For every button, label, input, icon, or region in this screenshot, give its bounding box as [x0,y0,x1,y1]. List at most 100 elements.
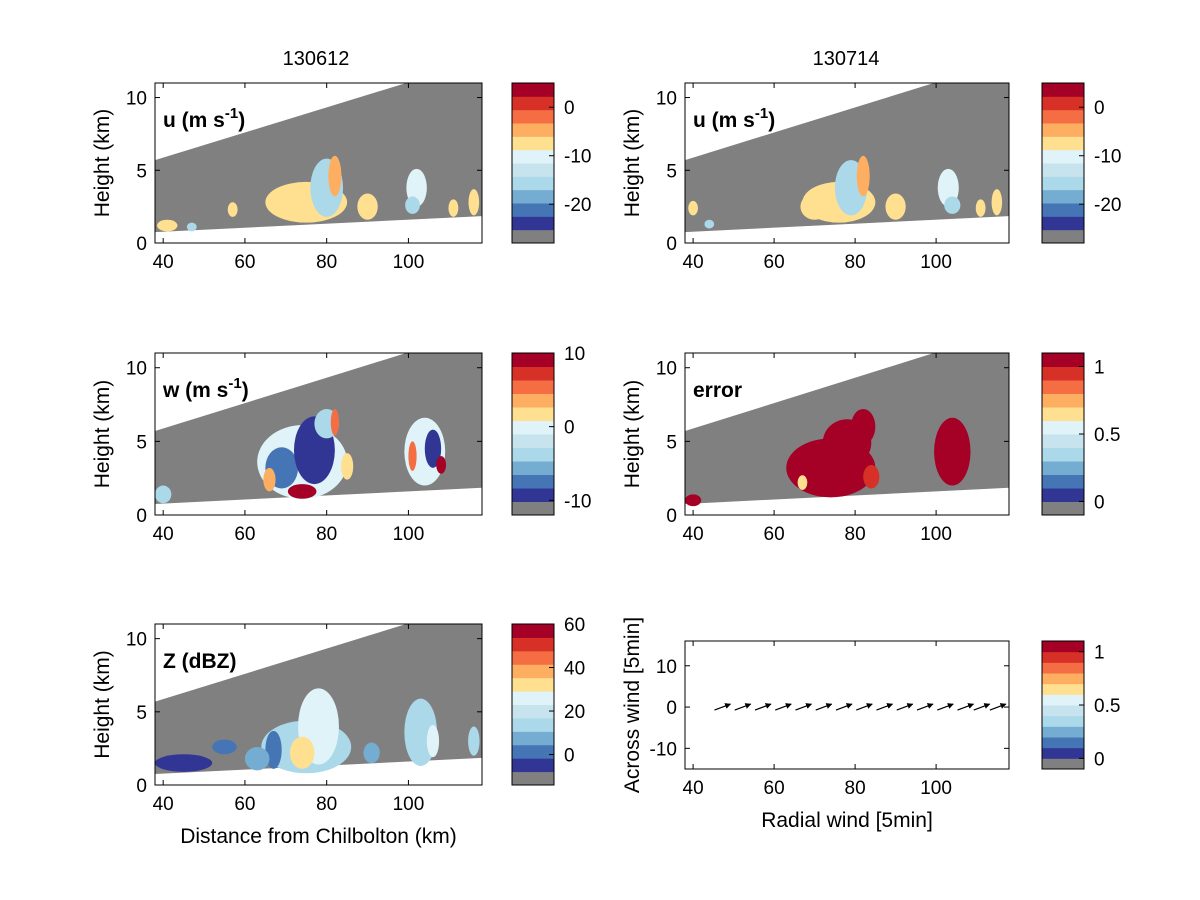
colorbar-segment [1042,109,1084,124]
colorbar-segment [1042,136,1084,151]
wind-vector [937,703,954,711]
colorbar-segment [1042,380,1084,394]
colorbar-segment [1042,715,1084,727]
y-tick-label: 5 [666,432,677,453]
y-tick-label: 0 [136,234,147,255]
colorbar-segment [512,380,554,394]
x-tick-label: 60 [234,252,255,273]
colorbar-segment [1042,96,1084,111]
colorbar-tick-label: 40 [564,659,585,680]
echo-cell [363,742,380,764]
wind-vector [734,703,752,711]
colorbar-segment [1042,123,1084,137]
colorbar-segment [512,353,554,367]
colorbar-segment [1042,189,1084,204]
colorbar-tick-label: 0 [564,418,575,439]
y-tick-label: -10 [650,739,677,760]
echo-cell [991,189,1003,216]
colorbar-segment [512,758,554,773]
x-tick-label: 80 [316,794,337,815]
panel-label-sup: -1 [228,375,241,392]
y-tick-label: 5 [666,161,677,182]
panel-label-end: ) [768,109,775,132]
colorbar-tick-label: 0.5 [1094,425,1120,446]
y-tick-label: 10 [126,89,147,110]
panel-error-130714: error 40 60 80 100 0 5 10 Height (km) 1 0.5 0 [621,352,1120,545]
y-tick-label: 5 [136,703,147,724]
colorbar-segment [512,96,554,111]
axes-frame [154,82,483,244]
colorbar-segment [1042,747,1084,759]
echo-cell [186,222,197,232]
colorbar-segment [1042,83,1084,97]
wind-vector [896,703,914,711]
colorbar-segment [512,704,554,719]
y-tick-label: 10 [656,657,677,678]
masked-wedge [685,83,1009,233]
echo-cell [244,746,270,771]
y-tick-label: 0 [136,506,147,527]
echo-cell [704,219,715,229]
x-tick-label: 100 [393,252,425,273]
echo-cell [330,408,339,436]
colorbar-segment [512,624,554,638]
x-tick-label: 60 [234,524,255,545]
colorbar-tick-label: 0 [564,98,575,119]
colorbar-segment [512,488,554,502]
colorbar-segment [1042,366,1084,381]
colorbar-segment [512,474,554,489]
colorbar-segment [1042,461,1084,475]
echo-cell [269,192,303,219]
echo-cell [975,199,986,217]
colorbar-tick-label: -10 [1094,147,1121,168]
colorbar-tick-label: -20 [564,195,591,216]
colorbar-segment [512,189,554,204]
colorbar-segment [1042,353,1084,367]
colorbar-segment [1042,393,1084,408]
colorbar-tick-label: -10 [564,147,591,168]
x-tick-label: 40 [153,794,174,815]
x-tick-label: 60 [234,794,255,815]
colorbar-segment [512,366,554,381]
y-tick-label: 10 [126,630,147,651]
colorbar-segment [1042,434,1084,448]
echo-cell [863,464,880,489]
echo-cell [212,739,237,755]
panel-u-130714: u (m s-1) 40 60 80 100 0 5 10 Height (km) 0 -10 -20 [621,82,1121,273]
colorbar-segment [1042,488,1084,502]
echo-cell [340,453,354,480]
colorbar-segment [512,664,554,679]
y-tick-label: 0 [666,506,677,527]
wind-vector [957,703,975,711]
wind-vector [856,703,873,711]
echo-cell [405,196,420,214]
colorbar-segment [512,176,554,191]
colorbar-segment [512,229,554,244]
colorbar-segment [1042,641,1084,653]
colorbar-segment [1042,420,1084,435]
panel-label-text: u (m s [693,109,755,132]
colorbar-segment [1042,447,1084,462]
y-tick-label: 5 [136,432,147,453]
y-tick-label: 5 [136,161,147,182]
colorbar-segment [512,461,554,475]
echo-cell [436,456,447,474]
wind-vector [835,703,853,711]
wind-vector [815,703,833,711]
colorbar-tick-label: 0.5 [1094,696,1120,717]
colorbar-segment [1042,163,1084,177]
echo-cell [263,467,276,492]
column-title-left: 130612 [283,48,350,70]
colorbar-segment [512,691,554,705]
echo-cell [155,485,172,504]
colorbar-segment [1042,216,1084,231]
y-axis-label: Height (km) [91,380,114,489]
x-tick-label: 80 [845,524,866,545]
panel-label-text: u (m s [163,109,225,132]
colorbar-segment [1042,407,1084,421]
colorbar-segment [512,109,554,124]
echo-cell [885,193,906,220]
echo-cell [800,193,829,220]
colorbar-segment [1042,474,1084,489]
